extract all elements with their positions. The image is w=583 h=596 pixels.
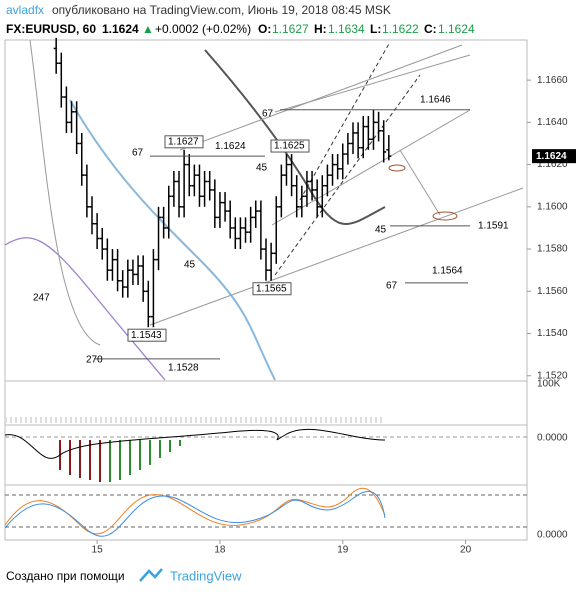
macd-pos [109, 440, 181, 482]
fib-label: 45 [256, 163, 268, 174]
indicators [4, 39, 527, 537]
level-label: 1.1543 [131, 330, 162, 341]
level-label: 1.1528 [168, 363, 199, 374]
level-box [270, 139, 310, 153]
y-tick-label: 1.1660 [537, 75, 568, 86]
c-label: C: [424, 22, 437, 36]
level-box [252, 282, 292, 296]
fib-label: 67 [386, 281, 398, 292]
fib-label: 67 [132, 148, 144, 159]
level-label: 1.1565 [256, 283, 287, 294]
price-tag [532, 149, 576, 164]
h-label: H: [314, 22, 327, 36]
pane-label: 0.0000 [537, 433, 568, 444]
level-label: 1.1564 [432, 265, 463, 276]
level-box [164, 135, 204, 149]
frames [4, 39, 528, 541]
published: опубликовано на TradingView.com, Июнь 19… [52, 3, 391, 17]
y-tick-label: 1.1540 [537, 328, 568, 339]
y-tick-label: 1.1580 [537, 244, 568, 255]
y-tick-label: 1.1560 [537, 286, 568, 297]
y-tick-label: 1.1640 [537, 117, 568, 128]
h-value: 1.1634 [328, 22, 365, 36]
target-ellipse [388, 164, 406, 172]
pane-label: 100K [537, 379, 561, 390]
stoch-d [4, 490, 386, 537]
x-tick-label: 20 [460, 545, 472, 556]
band-gray [29, 39, 101, 346]
y-tick-label: 1.1620 [537, 159, 568, 170]
fib-label: 45 [184, 260, 196, 271]
change: +0.0002 (+0.02%) [155, 22, 251, 36]
fib-label: 247 [33, 293, 50, 304]
level-box [127, 328, 167, 342]
ma-purple [4, 237, 166, 381]
pane-label: 0.0000 [537, 530, 568, 541]
trend-line [149, 187, 524, 326]
fib-label: 67 [262, 109, 274, 120]
fib-label: 270 [86, 355, 103, 366]
y-tick-label: 1.1520 [537, 370, 568, 381]
level-label: 1.1646 [420, 94, 451, 105]
o-label: O: [258, 22, 271, 36]
x-tick-label: 18 [214, 545, 226, 556]
trend-line [271, 109, 471, 226]
o-value: 1.1627 [272, 22, 309, 36]
ma-blue [69, 99, 276, 381]
price-tag-label: 1.1624 [536, 151, 567, 162]
level-label: 1.1627 [168, 136, 199, 147]
c-value: 1.1624 [438, 22, 475, 36]
x-tick-label: 19 [337, 545, 349, 556]
author: avladfx [6, 3, 44, 17]
plot-frame [4, 39, 528, 541]
level-label: 1.1624 [215, 141, 246, 152]
y-tick-label: 1.1600 [537, 201, 568, 212]
l-label: L: [370, 22, 381, 36]
x-tick-label: 15 [92, 545, 104, 556]
dashed-line [274, 74, 421, 276]
symbol: FX:EURUSD, 60 [6, 22, 96, 36]
stoch-k [4, 487, 386, 535]
made-with: Создано при помощи [6, 569, 125, 583]
projection [399, 149, 441, 216]
level-label: 1.1625 [274, 141, 305, 152]
last: 1.1624 [102, 22, 139, 36]
target-ellipse [432, 211, 458, 221]
level-label: 1.1591 [478, 220, 509, 231]
trend-line [274, 54, 471, 113]
l-value: 1.1622 [382, 22, 419, 36]
arrow: ▲ [142, 22, 154, 36]
trend-line [179, 44, 463, 151]
macd-line [4, 428, 386, 459]
logo [139, 568, 163, 582]
brand: TradingView [170, 568, 242, 583]
fib-label: 45 [375, 225, 387, 236]
dashed-line [299, 41, 391, 201]
